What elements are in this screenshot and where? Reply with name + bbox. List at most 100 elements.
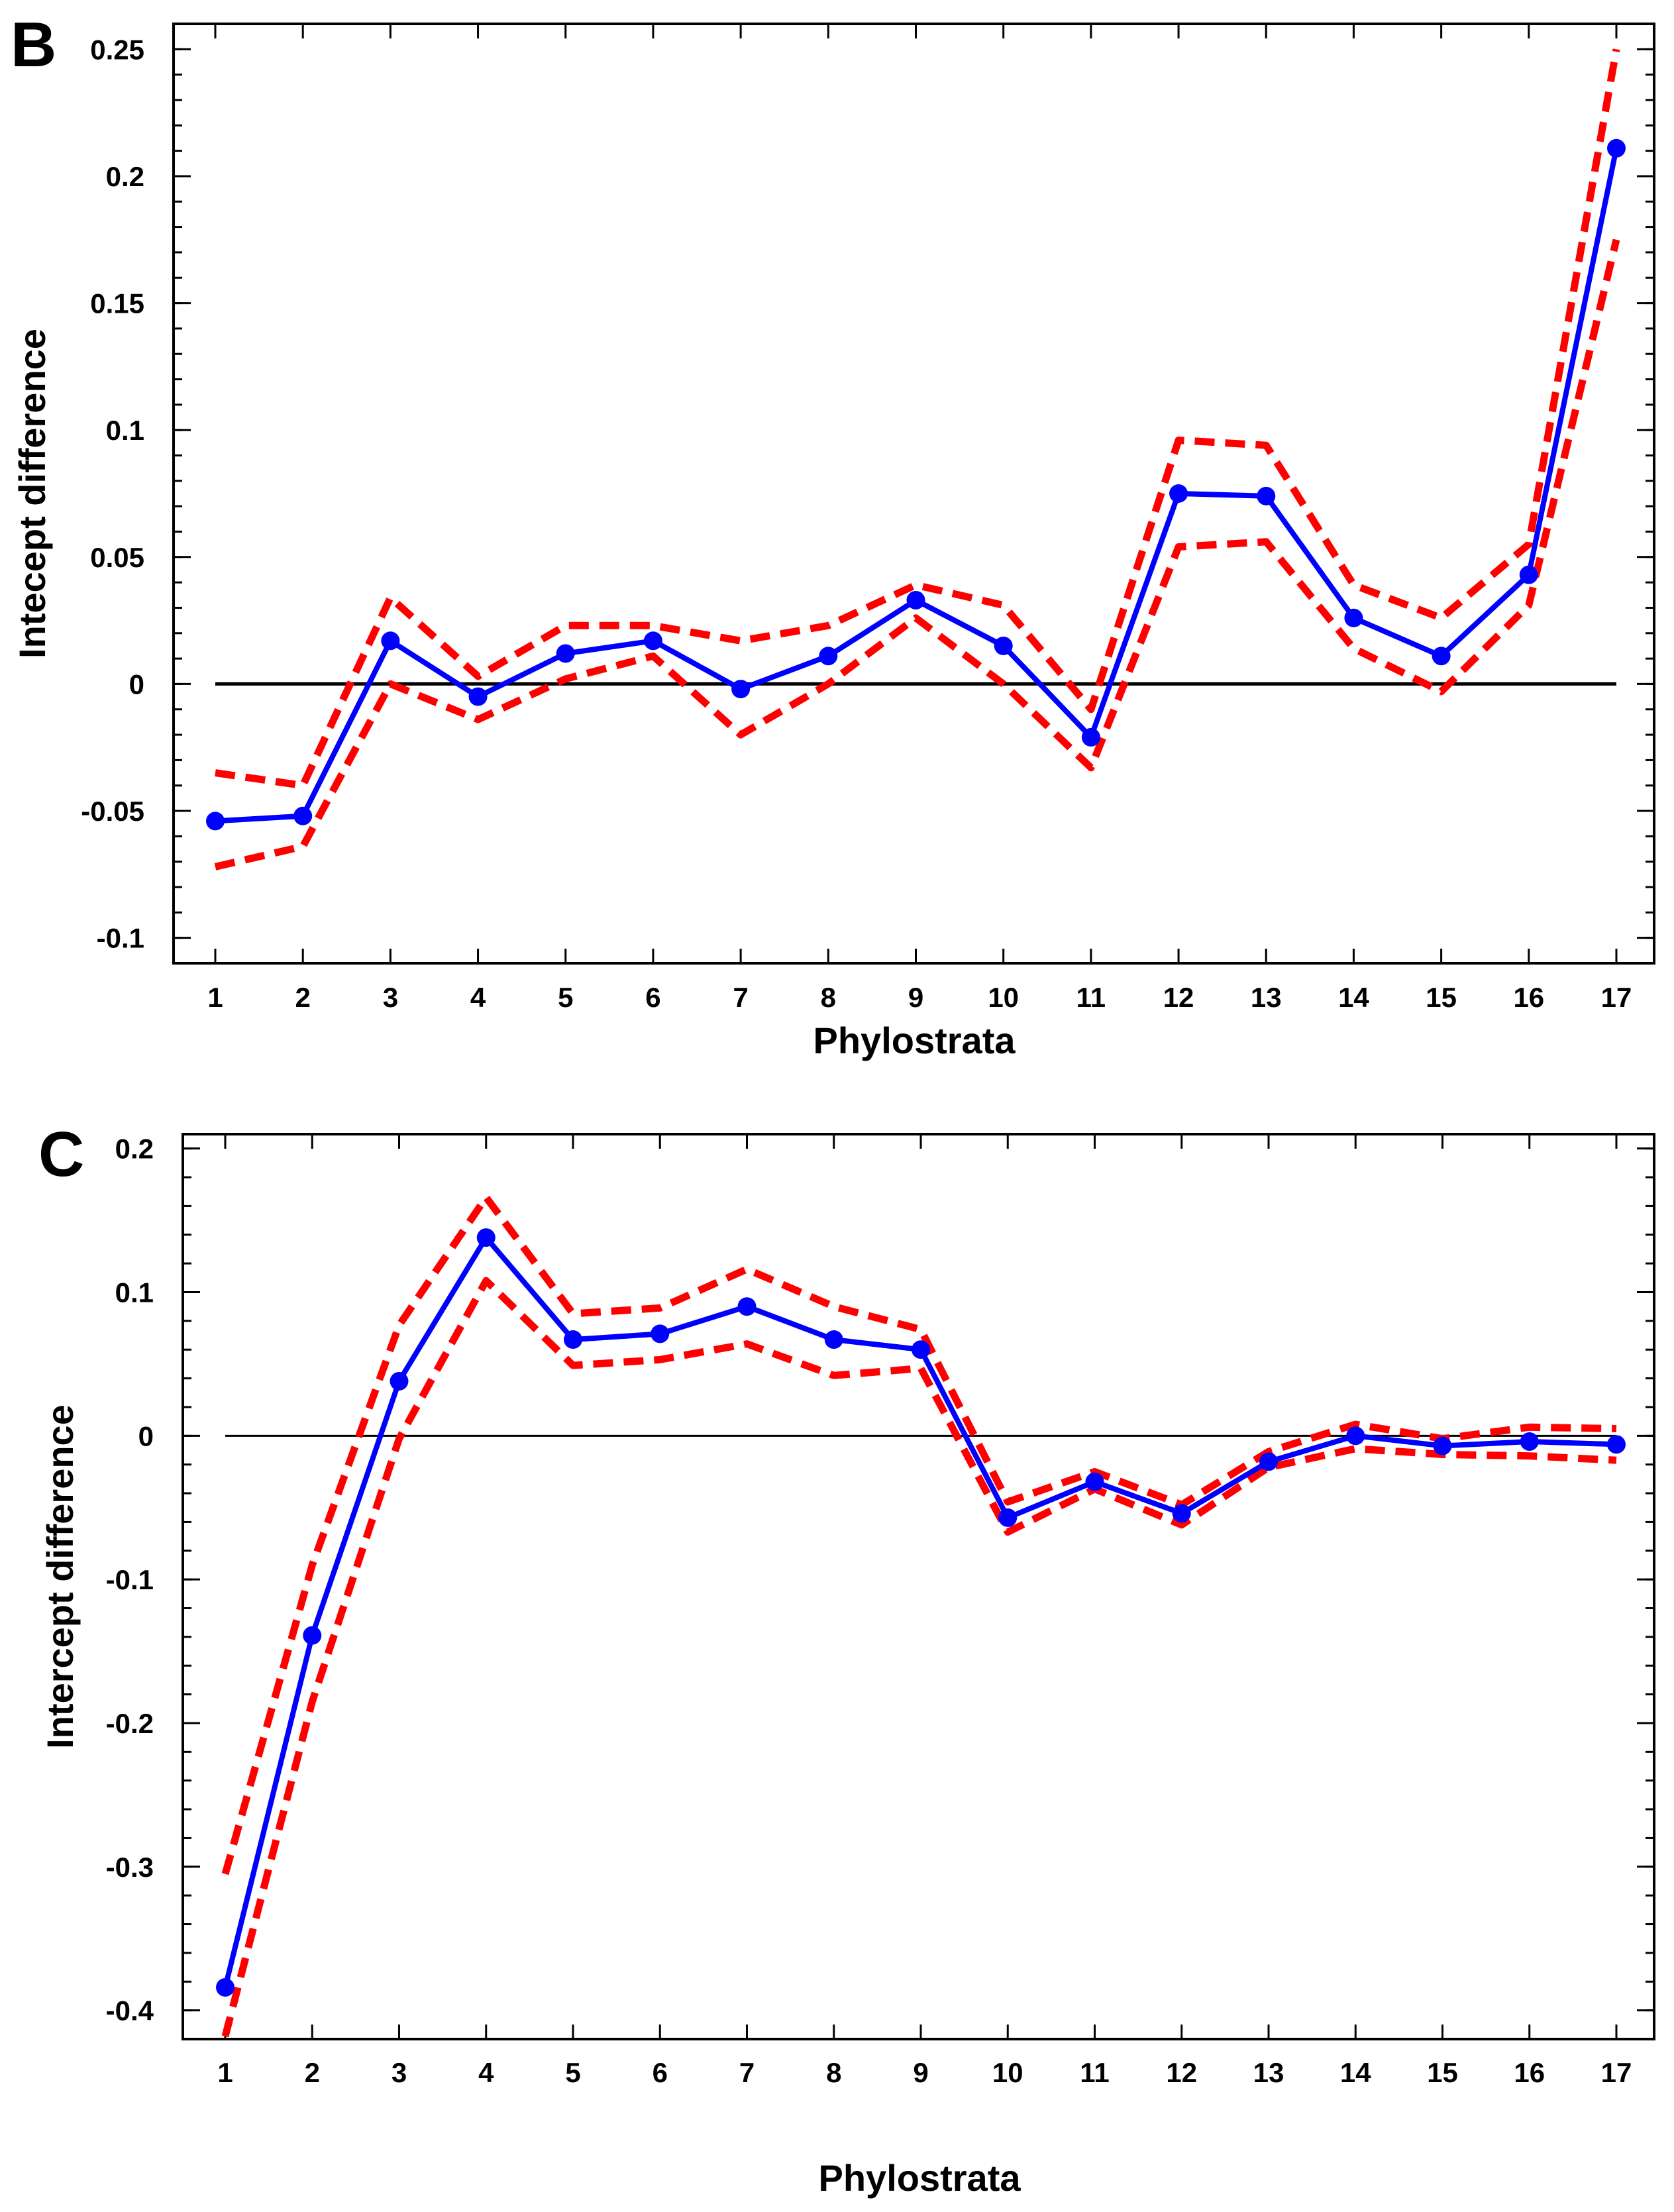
x-tick-label: 14 xyxy=(1338,982,1369,1013)
x-tick-label: 11 xyxy=(1080,2057,1109,2088)
x-tick-label: 10 xyxy=(992,2057,1023,2088)
estimate-point xyxy=(303,1626,322,1645)
y-tick-label: -0.3 xyxy=(106,1852,154,1883)
estimate-point xyxy=(564,1330,582,1349)
x-axis-title: Phylostrata xyxy=(813,1020,1016,1061)
y-tick-label: 0 xyxy=(129,668,144,700)
estimate-point xyxy=(651,1324,670,1343)
x-tick-label: 17 xyxy=(1601,982,1632,1013)
panel-c: C -0.4 -0.3 -0.2 -0.1 0 0.1 0.2 1 2 3 4 5 6 7 8 9 10 11 1… xyxy=(38,1119,1655,2199)
estimate-point xyxy=(1172,1504,1191,1523)
x-tick-label: 17 xyxy=(1601,2057,1632,2088)
upper-ci-line xyxy=(221,1193,1617,1875)
x-tick-label: 6 xyxy=(645,982,660,1013)
x-tick-label: 8 xyxy=(826,2057,841,2088)
x-tick-label: 4 xyxy=(470,982,486,1013)
estimate-point xyxy=(912,1340,930,1359)
series-group xyxy=(216,1193,1626,2038)
plot-frame xyxy=(172,23,1655,965)
x-tick-label: 3 xyxy=(383,982,398,1013)
x-tick-label: 5 xyxy=(565,2057,580,2088)
series-group xyxy=(206,48,1626,870)
x-tick-label: 6 xyxy=(653,2057,668,2088)
x-tick-label: 12 xyxy=(1163,982,1194,1013)
x-tick-label: 7 xyxy=(739,2057,755,2088)
y-tick-label: -0.2 xyxy=(106,1708,154,1739)
y-tick-labels: -0.4 -0.3 -0.2 -0.1 0 0.1 0.2 xyxy=(106,1133,154,2027)
panel-letter: C xyxy=(38,1119,84,1190)
x-tick-label: 16 xyxy=(1514,2057,1545,2088)
y-tick-label: 0.25 xyxy=(90,34,144,65)
x-tick-label: 2 xyxy=(295,982,311,1013)
estimate-point xyxy=(216,1977,235,1997)
y-tick-label: 0.1 xyxy=(115,1277,154,1308)
estimate-point xyxy=(1432,647,1451,666)
y-tick-label: 0.05 xyxy=(90,542,144,573)
estimate-point xyxy=(390,1371,409,1391)
estimate-point xyxy=(1520,1432,1539,1451)
estimate-point xyxy=(906,590,925,609)
y-tick-label: -0.1 xyxy=(97,923,144,954)
x-tick-label: 13 xyxy=(1251,982,1282,1013)
x-axis-title: Phylostrata xyxy=(819,2157,1021,2199)
estimate-point xyxy=(1346,1426,1365,1446)
estimate-point xyxy=(1519,565,1538,584)
estimate-point xyxy=(819,647,838,666)
x-tick-label: 11 xyxy=(1076,982,1106,1013)
estimate-point xyxy=(998,1508,1018,1527)
x-tick-label: 8 xyxy=(821,982,836,1013)
estimate-point xyxy=(476,1228,496,1247)
x-tick-label: 13 xyxy=(1253,2057,1284,2088)
x-tick-label: 15 xyxy=(1427,2057,1458,2088)
y-tick-label: 0 xyxy=(138,1420,154,1451)
y-tick-label: -0.4 xyxy=(106,1995,154,2027)
x-tick-label: 10 xyxy=(988,982,1019,1013)
estimate-point xyxy=(293,806,313,825)
x-tick-label: 14 xyxy=(1340,2057,1371,2088)
estimate-point xyxy=(1169,484,1188,503)
estimate-point xyxy=(994,636,1013,655)
estimate-point xyxy=(556,644,575,663)
upper-ci-line xyxy=(215,48,1620,790)
estimate-point xyxy=(824,1330,843,1349)
y-tick-label: 0.15 xyxy=(90,288,144,319)
x-tick-label: 15 xyxy=(1426,982,1457,1013)
lower-ci-line xyxy=(214,238,1620,870)
estimate-point xyxy=(1081,727,1100,747)
x-tick-label: 9 xyxy=(908,982,923,1013)
estimate-line xyxy=(215,147,1619,824)
panel-letter: B xyxy=(11,9,56,80)
estimate-point xyxy=(1607,138,1626,158)
x-tick-label: 7 xyxy=(733,982,748,1013)
estimate-point xyxy=(206,812,225,831)
x-tick-label: 16 xyxy=(1513,982,1544,1013)
x-tick-labels: 1 2 3 4 5 6 7 8 9 10 11 12 13 14 15 16 17 xyxy=(217,2057,1632,2088)
x-tick-label: 9 xyxy=(913,2057,928,2088)
y-tick-label: -0.1 xyxy=(106,1564,154,1595)
tick-marks xyxy=(174,23,1654,965)
estimate-point xyxy=(1433,1436,1452,1455)
estimate-point xyxy=(1085,1472,1104,1491)
y-axis-title: Intecept difference xyxy=(11,329,53,658)
x-tick-labels: 1 2 3 4 5 6 7 8 9 10 11 12 13 14 15 16 17 xyxy=(207,982,1632,1013)
y-tick-label: -0.05 xyxy=(81,796,144,827)
plot-frame xyxy=(182,1133,1655,2040)
tick-marks xyxy=(183,1134,1654,2040)
x-tick-label: 1 xyxy=(207,982,223,1013)
x-tick-label: 12 xyxy=(1166,2057,1197,2088)
x-tick-label: 2 xyxy=(305,2057,320,2088)
estimate-point xyxy=(731,680,751,699)
estimate-point xyxy=(468,687,488,706)
y-tick-label: 0.2 xyxy=(115,1133,154,1165)
y-axis-title: Intercept difference xyxy=(39,1404,81,1749)
estimate-point xyxy=(381,631,400,651)
y-tick-label: 0.2 xyxy=(106,161,144,192)
estimate-point xyxy=(1607,1435,1626,1454)
x-tick-label: 3 xyxy=(392,2057,407,2088)
y-tick-label: 0.1 xyxy=(106,415,144,446)
estimate-point xyxy=(737,1297,757,1316)
estimate-point xyxy=(1344,608,1363,627)
x-tick-label: 4 xyxy=(478,2057,494,2088)
y-tick-labels: -0.1 -0.05 0 0.05 0.1 0.15 0.2 0.25 xyxy=(81,34,144,953)
